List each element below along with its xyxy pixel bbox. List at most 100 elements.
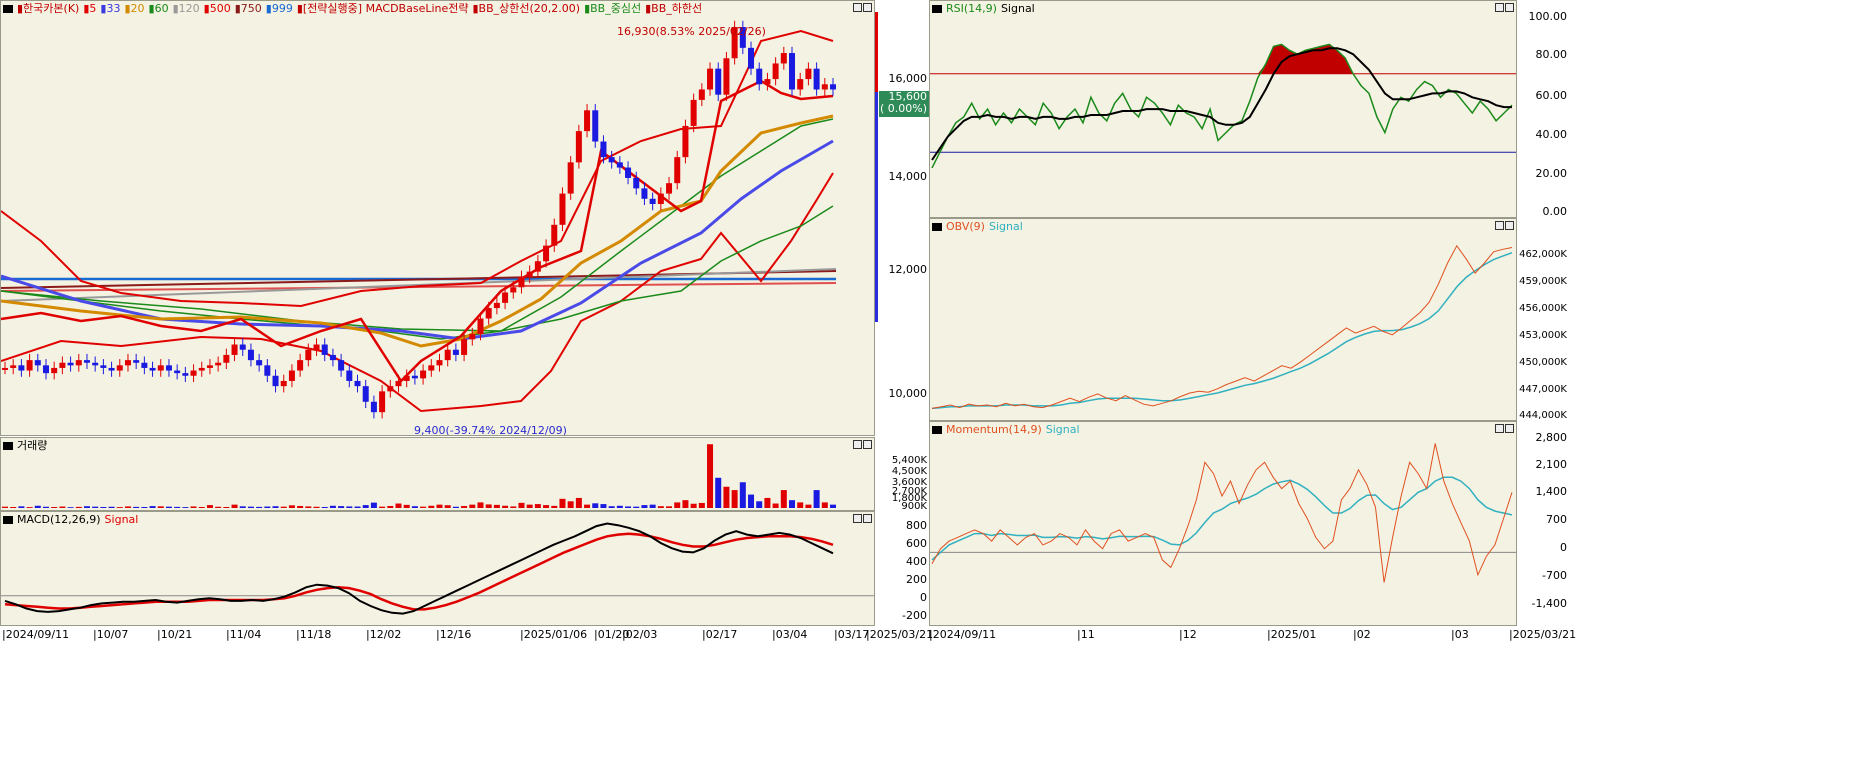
volume-bar bbox=[690, 503, 697, 508]
minimize-icon[interactable] bbox=[853, 3, 862, 12]
menu-chip-icon[interactable] bbox=[932, 223, 942, 231]
candle bbox=[34, 360, 41, 366]
minimize-icon[interactable] bbox=[1495, 221, 1504, 230]
volume-bar bbox=[149, 506, 156, 508]
x-tick: |2025/01 bbox=[1267, 628, 1317, 641]
volume-bar bbox=[641, 505, 648, 508]
candle bbox=[674, 157, 681, 184]
candle bbox=[584, 110, 591, 132]
candle bbox=[165, 365, 172, 371]
minimize-icon[interactable] bbox=[1495, 3, 1504, 12]
volume-bar bbox=[789, 500, 796, 508]
pane-controls bbox=[1495, 221, 1514, 230]
current-price-tag: 15,600 ( 0.00%) bbox=[879, 91, 929, 117]
candle bbox=[510, 287, 517, 293]
candle bbox=[411, 375, 418, 379]
candle bbox=[59, 362, 66, 368]
volume-bar bbox=[428, 505, 435, 508]
candle bbox=[756, 68, 763, 85]
candle bbox=[133, 360, 140, 363]
minimize-icon[interactable] bbox=[1495, 424, 1504, 433]
macd-tick: 200 bbox=[906, 573, 927, 586]
candle bbox=[444, 349, 451, 361]
candle bbox=[67, 362, 74, 366]
x-tick: |11/18 bbox=[296, 628, 332, 641]
menu-chip-icon[interactable] bbox=[3, 516, 13, 524]
minimize-icon[interactable] bbox=[853, 440, 862, 449]
obv-pane[interactable]: OBV(9) Signal bbox=[929, 218, 1517, 421]
maximize-icon[interactable] bbox=[863, 440, 872, 449]
candle bbox=[370, 401, 377, 413]
candle bbox=[329, 354, 336, 361]
volume-bar bbox=[51, 506, 58, 508]
candle bbox=[485, 308, 492, 319]
candle bbox=[75, 360, 82, 366]
menu-chip-icon[interactable] bbox=[932, 5, 942, 13]
momentum-title: Momentum(14,9) bbox=[946, 423, 1042, 436]
maximize-icon[interactable] bbox=[1505, 424, 1514, 433]
rsi-pane[interactable]: RSI(14,9) Signal bbox=[929, 0, 1517, 218]
volume-bar bbox=[764, 497, 771, 508]
candle bbox=[526, 271, 533, 277]
maximize-icon[interactable] bbox=[863, 514, 872, 523]
candle bbox=[813, 68, 820, 90]
volume-bar bbox=[18, 506, 25, 508]
volume-y-axis: 5,400K 4,500K 3,600K 2,700K 1,800K 900K bbox=[875, 437, 931, 512]
overbought-fill bbox=[932, 44, 1512, 74]
volume-bar bbox=[2, 506, 8, 508]
price-chart-pane[interactable]: ▮한국카본(K) ▮5 ▮33 ▮20 ▮60 ▮120 ▮500 ▮750 ▮999 ▮[전략실… bbox=[0, 0, 875, 436]
maximize-icon[interactable] bbox=[1505, 221, 1514, 230]
volume-bar bbox=[813, 490, 820, 508]
maximize-icon[interactable] bbox=[1505, 3, 1514, 12]
candle bbox=[42, 365, 49, 374]
volume-bar bbox=[198, 506, 205, 508]
volume-bar bbox=[485, 504, 492, 508]
candle bbox=[633, 177, 640, 189]
volume-pane[interactable]: 거래량 bbox=[0, 437, 875, 511]
current-change: ( 0.00%) bbox=[879, 102, 927, 115]
maximize-icon[interactable] bbox=[863, 3, 872, 12]
volume-bar bbox=[362, 505, 369, 508]
obv-tick: 462,000K bbox=[1519, 249, 1567, 260]
volume-bar bbox=[321, 506, 328, 508]
momentum-signal-line bbox=[931, 476, 1513, 561]
volume-bar bbox=[379, 506, 386, 508]
candle bbox=[739, 27, 746, 48]
x-tick: |11/04 bbox=[226, 628, 262, 641]
x-tick: |02 bbox=[1353, 628, 1371, 641]
menu-chip-icon[interactable] bbox=[3, 5, 13, 13]
candle bbox=[748, 47, 755, 69]
volume-bar bbox=[133, 506, 140, 508]
obv-signal-line bbox=[931, 251, 1513, 410]
momentum-chart-svg bbox=[930, 443, 1516, 583]
menu-chip-icon[interactable] bbox=[3, 442, 13, 450]
rsi-tick: 80.00 bbox=[1535, 48, 1568, 61]
macd-pane[interactable]: MACD(12,26,9) Signal bbox=[0, 511, 875, 626]
candle bbox=[797, 79, 804, 90]
macd-tick: 800 bbox=[906, 519, 927, 532]
candle bbox=[666, 183, 673, 194]
volume-bar bbox=[731, 490, 738, 508]
volume-bar bbox=[370, 502, 377, 508]
volume-bar bbox=[67, 507, 74, 508]
candle bbox=[141, 362, 148, 368]
rsi-legend: RSI(14,9) Signal bbox=[932, 2, 1039, 15]
minimize-icon[interactable] bbox=[853, 514, 862, 523]
candle bbox=[641, 188, 648, 199]
date-x-axis: |2024/09/11 |10/07 |10/21 |11/04 |11/18 |12/0… bbox=[0, 626, 934, 644]
candle bbox=[26, 360, 33, 371]
menu-chip-icon[interactable] bbox=[932, 426, 942, 434]
x-tick: |2025/03/21 bbox=[866, 628, 934, 641]
candle bbox=[297, 360, 304, 371]
obv-legend: OBV(9) Signal bbox=[932, 220, 1027, 233]
ma-20-line bbox=[1, 114, 834, 348]
obv-tick: 444,000K bbox=[1519, 410, 1567, 421]
momentum-pane[interactable]: Momentum(14,9) Signal bbox=[929, 421, 1517, 626]
candle bbox=[149, 367, 156, 371]
volume-bar bbox=[608, 506, 615, 508]
volume-tick: 1,800K bbox=[891, 493, 927, 504]
candle bbox=[346, 370, 353, 381]
candle bbox=[403, 375, 410, 381]
volume-bar bbox=[592, 503, 599, 508]
x-tick: |02/03 bbox=[622, 628, 658, 641]
